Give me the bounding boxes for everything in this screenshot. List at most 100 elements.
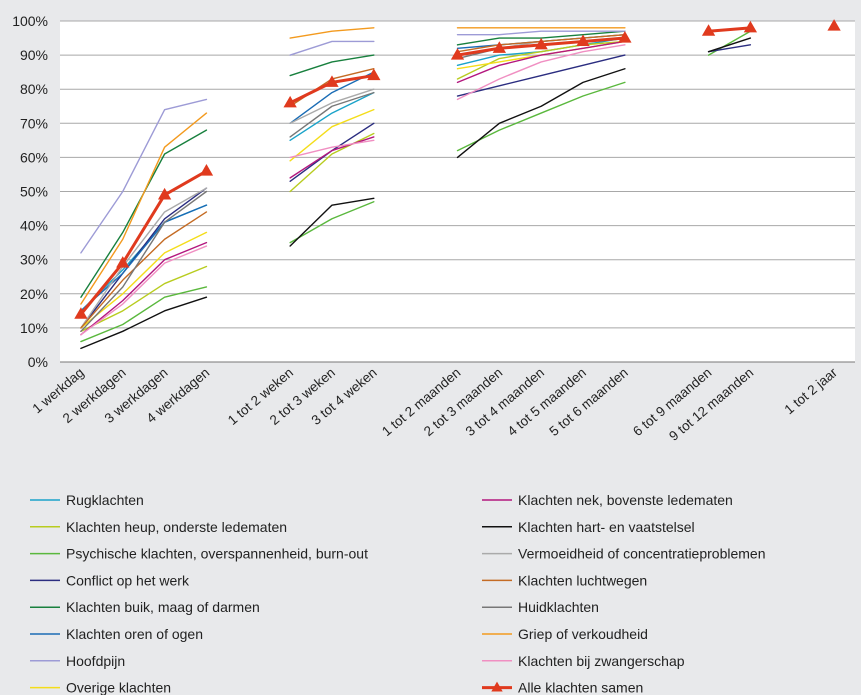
series-line bbox=[80, 241, 208, 336]
y-tick-label: 60% bbox=[20, 149, 48, 165]
data-point-marker bbox=[701, 24, 716, 36]
series-line bbox=[456, 81, 626, 152]
series-klachten-heup-onderste-ledematen bbox=[80, 40, 626, 333]
y-tick-label: 0% bbox=[28, 354, 48, 370]
legend-item: Alle klachten samen bbox=[482, 680, 643, 695]
data-point-marker bbox=[157, 187, 172, 200]
series-line bbox=[707, 26, 752, 33]
data-point-marker bbox=[450, 48, 465, 60]
legend-item: Conflict op het werk bbox=[30, 572, 190, 588]
y-tick-label: 40% bbox=[20, 218, 48, 234]
legend-item: Klachten hart- en vaatstelsel bbox=[482, 519, 695, 535]
series-line bbox=[80, 211, 208, 329]
series-line bbox=[289, 91, 375, 138]
series-line bbox=[456, 68, 626, 159]
legend-label: Alle klachten samen bbox=[518, 680, 643, 695]
series-line bbox=[289, 91, 375, 142]
data-point-marker bbox=[116, 256, 130, 268]
legend-label: Klachten luchtwegen bbox=[518, 572, 647, 588]
legend-item: Rugklachten bbox=[30, 492, 144, 508]
series-line bbox=[289, 197, 375, 247]
y-tick-label: 70% bbox=[20, 115, 48, 131]
series-line bbox=[80, 286, 208, 343]
legend-item: Hoofdpijn bbox=[30, 653, 125, 669]
series-line bbox=[456, 40, 626, 84]
series-line bbox=[289, 136, 375, 179]
series-line bbox=[80, 204, 208, 312]
series-klachten-nek-bovenste-ledematen bbox=[80, 40, 626, 336]
legend-label: Klachten oren of ogen bbox=[66, 626, 203, 642]
gridlines bbox=[60, 20, 855, 363]
data-point-marker bbox=[534, 37, 548, 50]
legend-label: Klachten hart- en vaatstelsel bbox=[518, 519, 695, 535]
legend-label: Psychische klachten, overspannenheid, bu… bbox=[66, 546, 368, 562]
legend-label: Hoofdpijn bbox=[66, 653, 125, 669]
series-line bbox=[80, 231, 208, 329]
series-line bbox=[80, 112, 208, 305]
series-klachten-hart-en-vaatstelsel bbox=[80, 37, 752, 350]
series-line bbox=[289, 201, 375, 244]
series-line bbox=[289, 108, 375, 162]
legend-label: Klachten heup, onderste ledematen bbox=[66, 519, 287, 535]
series-klachten-bij-zwangerschap bbox=[80, 44, 626, 336]
series-line bbox=[289, 54, 375, 77]
legend-item: Overige klachten bbox=[30, 680, 171, 695]
y-tick-label: 10% bbox=[20, 320, 48, 336]
legend-label: Vermoeidheid of concentratieproblemen bbox=[518, 546, 766, 562]
x-tick-label: 1 tot 2 jaar bbox=[781, 364, 840, 417]
series-lines bbox=[74, 19, 841, 350]
series-line bbox=[289, 40, 375, 56]
legend-label: Klachten buik, maag of darmen bbox=[66, 599, 260, 615]
data-point-marker bbox=[576, 34, 590, 47]
data-point-marker bbox=[743, 20, 758, 33]
series-line bbox=[456, 40, 626, 80]
data-point-marker bbox=[618, 31, 632, 43]
legend-item: Klachten oren of ogen bbox=[30, 626, 203, 642]
legend-item: Huidklachten bbox=[482, 599, 599, 615]
legend-label: Huidklachten bbox=[518, 599, 599, 615]
series-line bbox=[80, 296, 208, 350]
data-point-marker bbox=[827, 19, 841, 31]
y-tick-label: 50% bbox=[20, 184, 48, 200]
series-hoofdpijn bbox=[80, 30, 626, 254]
legend-label: Klachten bij zwangerschap bbox=[518, 653, 685, 669]
series-line bbox=[80, 190, 208, 333]
legend-item: Klachten buik, maag of darmen bbox=[30, 599, 260, 615]
series-alle-klachten-samen bbox=[74, 19, 841, 319]
legend-item: Psychische klachten, overspannenheid, bu… bbox=[30, 546, 368, 562]
legend-item: Klachten bij zwangerschap bbox=[482, 653, 685, 669]
y-tick-label: 30% bbox=[20, 252, 48, 268]
y-tick-label: 80% bbox=[20, 81, 48, 97]
legend-label: Griep of verkoudheid bbox=[518, 626, 648, 642]
series-line bbox=[80, 265, 208, 333]
series-line bbox=[456, 30, 626, 36]
series-line bbox=[80, 98, 208, 254]
series-line bbox=[707, 37, 752, 53]
legend-label: Klachten nek, bovenste ledematen bbox=[518, 492, 733, 508]
series-conflict-op-het-werk bbox=[80, 44, 752, 329]
data-point-marker bbox=[283, 95, 297, 108]
data-point-marker bbox=[367, 68, 381, 81]
legend-item: Klachten luchtwegen bbox=[482, 572, 647, 588]
legend-marker bbox=[491, 681, 503, 692]
series-line bbox=[80, 187, 208, 329]
legend-item: Griep of verkoudheid bbox=[482, 626, 648, 642]
series-line bbox=[289, 88, 375, 125]
y-tick-label: 100% bbox=[12, 13, 48, 29]
series-line bbox=[80, 245, 208, 336]
legend-label: Rugklachten bbox=[66, 492, 144, 508]
y-tick-label: 20% bbox=[20, 286, 48, 302]
series-line bbox=[289, 139, 375, 159]
series-line bbox=[456, 54, 626, 97]
legend-label: Overige klachten bbox=[66, 680, 171, 695]
data-point-marker bbox=[74, 307, 88, 319]
legend-item: Klachten heup, onderste ledematen bbox=[30, 519, 287, 535]
legend-item: Klachten nek, bovenste ledematen bbox=[482, 492, 733, 508]
data-point-marker bbox=[325, 75, 339, 87]
series-line bbox=[289, 132, 375, 193]
legend-item: Vermoeidheid of concentratieproblemen bbox=[482, 546, 766, 562]
y-axis-ticks: 0% 10% 20% 30% 40% 50% 60% 70% 80% 90% 100% bbox=[12, 13, 48, 370]
